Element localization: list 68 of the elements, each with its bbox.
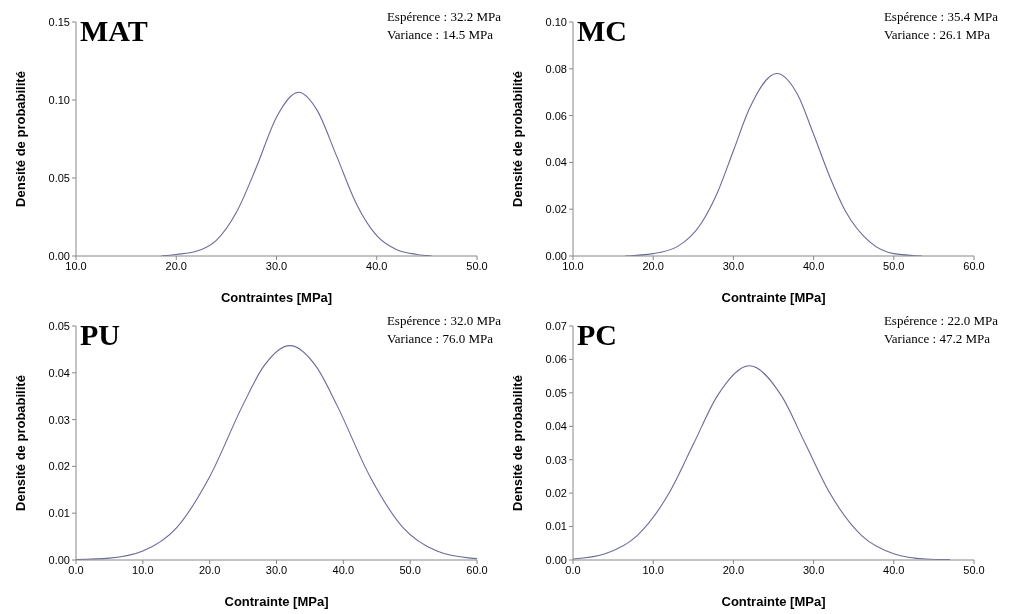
- chart-title: MAT: [80, 14, 148, 48]
- x-axis-title: Contraintes [MPa]: [220, 290, 333, 305]
- x-tick-label: 20.0: [642, 259, 664, 272]
- y-axis-title: Densité de probabilité: [509, 375, 525, 511]
- x-axis-title: Contrainte [MPa]: [721, 594, 826, 609]
- y-tick-label: 0.06: [545, 109, 567, 122]
- x-tick-label: 30.0: [265, 563, 288, 576]
- y-tick-label: 0.04: [545, 156, 567, 169]
- y-tick-label: 0.00: [48, 249, 70, 262]
- y-tick-label: 0.15: [48, 15, 70, 28]
- x-tick-label: 0.0: [565, 563, 581, 576]
- x-tick-label: 50.0: [963, 563, 985, 576]
- x-tick-label: 50.0: [399, 563, 421, 576]
- x-tick-label: 0.0: [68, 563, 84, 576]
- y-tick-label: 0.00: [48, 553, 70, 566]
- y-tick-label: 0.00: [545, 553, 567, 566]
- x-tick-label: 10.0: [132, 563, 154, 576]
- x-tick-label: 60.0: [963, 259, 985, 272]
- y-tick-label: 0.03: [545, 453, 567, 466]
- x-axis-title: Contrainte [MPa]: [224, 594, 329, 609]
- annotation: Espérence : 35.4 MPa: [883, 8, 998, 26]
- y-tick-label: 0.05: [545, 386, 567, 399]
- y-tick-label: 0.00: [545, 249, 567, 262]
- x-tick-label: 10.0: [642, 563, 664, 576]
- y-tick-label: 0.08: [545, 62, 567, 75]
- x-tick-label: 40.0: [332, 563, 355, 576]
- annotation: Espérence : 32.0 MPa: [386, 312, 501, 330]
- chart-title: MC: [577, 14, 627, 48]
- x-tick-label: 50.0: [466, 259, 488, 272]
- x-tick-label: 20.0: [165, 259, 187, 272]
- x-tick-label: 40.0: [366, 259, 388, 272]
- annotation: Variance : 26.1 MPa: [883, 26, 992, 44]
- x-tick-label: 20.0: [722, 563, 745, 576]
- x-tick-label: 60.0: [466, 563, 488, 576]
- x-tick-label: 30.0: [802, 563, 825, 576]
- chart-title: PU: [80, 318, 120, 352]
- y-tick-label: 0.02: [545, 203, 567, 216]
- y-tick-label: 0.02: [48, 460, 70, 473]
- chart-title: PC: [577, 318, 617, 352]
- x-tick-label: 40.0: [802, 259, 825, 272]
- y-tick-label: 0.10: [48, 93, 70, 106]
- y-tick-label: 0.05: [48, 171, 70, 184]
- y-tick-label: 0.06: [545, 353, 567, 366]
- x-axis-title: Contrainte [MPa]: [721, 290, 826, 305]
- x-tick-label: 50.0: [883, 259, 905, 272]
- y-tick-label: 0.02: [545, 487, 567, 500]
- x-tick-label: 30.0: [265, 259, 288, 272]
- y-tick-label: 0.03: [48, 413, 70, 426]
- annotation: Variance : 76.0 MPa: [386, 330, 495, 348]
- y-tick-label: 0.04: [48, 366, 70, 379]
- x-tick-label: 20.0: [198, 563, 221, 576]
- x-tick-label: 30.0: [722, 259, 745, 272]
- y-tick-label: 0.10: [545, 15, 567, 28]
- annotation: Variance : 14.5 MPa: [386, 26, 495, 44]
- y-tick-label: 0.05: [48, 319, 70, 332]
- y-axis-title: Densité de probabilité: [12, 375, 28, 511]
- y-axis-title: Densité de probabilité: [509, 71, 525, 207]
- y-axis-title: Densité de probabilité: [12, 71, 28, 207]
- y-tick-label: 0.01: [545, 520, 567, 533]
- y-tick-label: 0.07: [545, 319, 567, 332]
- y-tick-label: 0.04: [545, 420, 567, 433]
- annotation: Espérence : 32.2 MPa: [386, 8, 501, 26]
- y-tick-label: 0.01: [48, 507, 70, 520]
- x-tick-label: 10.0: [562, 259, 584, 272]
- x-tick-label: 10.0: [65, 259, 87, 272]
- annotation: Espérence : 22.0 MPa: [883, 312, 998, 330]
- x-tick-label: 40.0: [883, 563, 905, 576]
- annotation: Variance : 47.2 MPa: [883, 330, 992, 348]
